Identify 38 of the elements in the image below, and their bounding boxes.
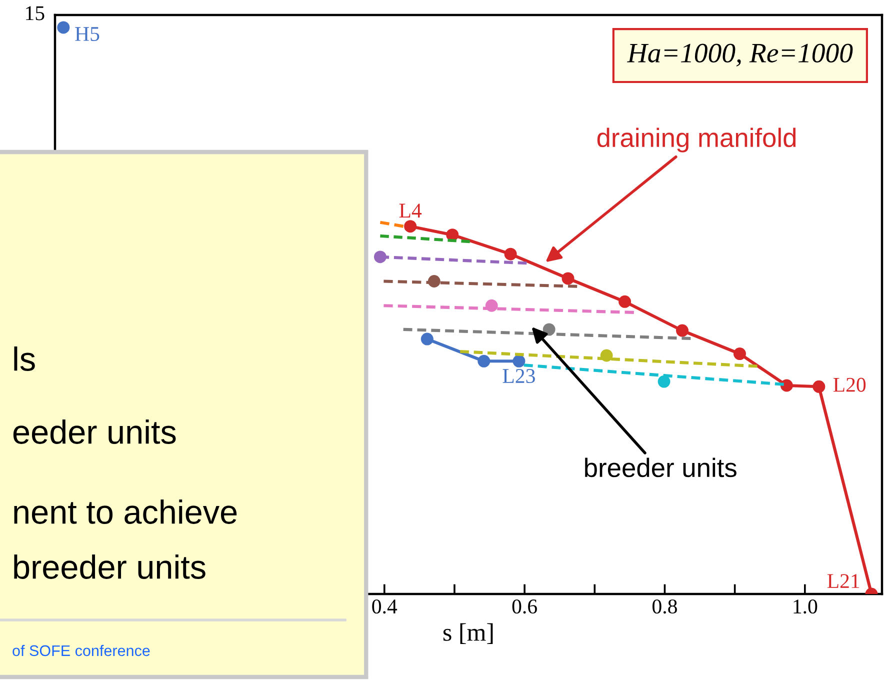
point: [504, 248, 517, 260]
text: of SOFE conference: [12, 644, 150, 656]
point: [485, 299, 498, 312]
point: [812, 380, 826, 393]
x-tick-label: 0.6: [512, 599, 537, 614]
point: [420, 332, 434, 346]
x-tick-label: 0.8: [652, 599, 677, 614]
text: 15: [26, 6, 44, 20]
x-tick-label: 1.0: [794, 599, 818, 614]
annotation: eeder units: [13, 419, 176, 444]
annotation: L20: [833, 378, 866, 392]
annotation: draining manifold: [597, 128, 796, 152]
x-axis-title: s [m]: [443, 623, 493, 644]
point: [57, 21, 70, 34]
point: [428, 275, 440, 288]
point: [780, 379, 793, 392]
annotation: breeder units: [585, 458, 736, 478]
point: [542, 323, 556, 336]
annotation: L21: [827, 574, 860, 588]
annotation: H5: [75, 27, 100, 42]
x-tick-label: 0.4: [372, 599, 398, 614]
point: [658, 375, 670, 388]
point: [512, 354, 526, 368]
point: [562, 272, 574, 285]
point: [374, 250, 386, 264]
point: [478, 354, 490, 368]
point: [404, 220, 417, 233]
point: [446, 228, 459, 242]
point: [618, 295, 632, 308]
point: [600, 349, 613, 362]
annotation: L23: [502, 369, 535, 384]
annotation: L4: [399, 204, 422, 218]
point: [676, 324, 689, 337]
text: ls: [14, 346, 35, 371]
point: [733, 348, 746, 360]
annotation: Ha=1000, Re=1000: [627, 44, 853, 66]
annotation: breeder units: [14, 554, 206, 579]
annotation: nent to achieve: [14, 499, 237, 524]
